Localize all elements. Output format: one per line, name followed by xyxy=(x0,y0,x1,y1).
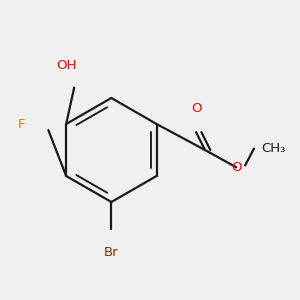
Text: CH₃: CH₃ xyxy=(262,142,286,155)
Text: O: O xyxy=(191,102,201,115)
Text: O: O xyxy=(231,161,242,174)
Text: OH: OH xyxy=(57,59,77,72)
Text: F: F xyxy=(18,118,25,131)
Text: Br: Br xyxy=(104,246,119,259)
